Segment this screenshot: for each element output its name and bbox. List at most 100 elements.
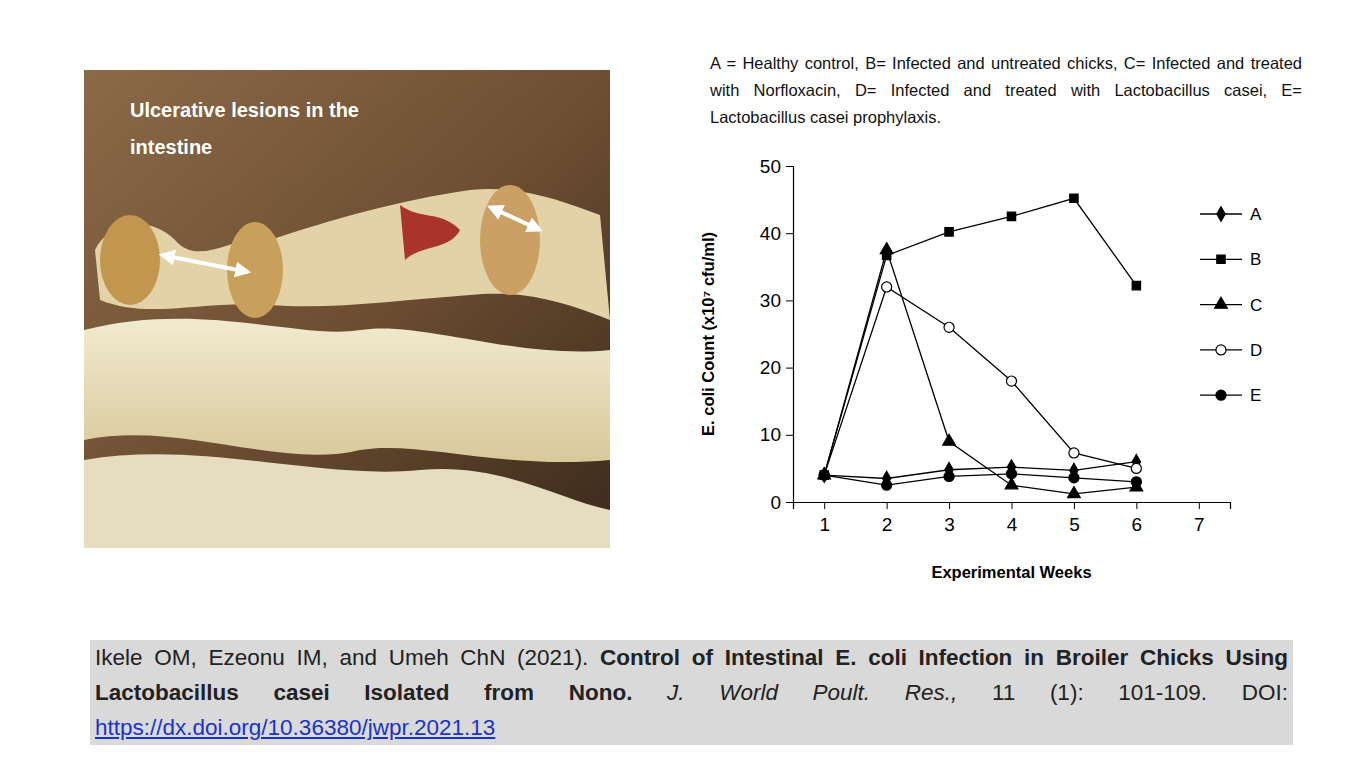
legend-item: D: [1200, 341, 1262, 360]
photo: [84, 70, 610, 548]
series-marker: [1068, 487, 1081, 498]
y-tick-label: 30: [760, 290, 781, 311]
photo-lesion: [400, 205, 460, 260]
legend-label: C: [1250, 296, 1262, 315]
legend-label: D: [1250, 341, 1262, 360]
stage: 0 10 20 30 40 50 1 2 3 4 5 6 7 Experimental Weeks E. c…: [0, 0, 1365, 767]
x-tick: 2: [882, 502, 893, 535]
series-line: [824, 250, 1136, 494]
x-tick-mark: [1012, 502, 1013, 509]
x-tick-label: 1: [819, 514, 830, 535]
series-marker: [819, 470, 829, 480]
legend: A B C D E: [1200, 205, 1262, 405]
photo-arrow: [490, 207, 540, 230]
x-tick-mark: [1199, 502, 1200, 509]
x-tick-label: 6: [1132, 514, 1143, 535]
chart-subtitle: A = Healthy control, B= Infected and unt…: [710, 50, 1302, 131]
legend-label: B: [1250, 250, 1261, 269]
series-marker: [1131, 463, 1141, 473]
x-tick-mark: [949, 502, 950, 509]
chart: 0 10 20 30 40 50 1 2 3 4 5 6 7 Experimental Weeks E. c…: [699, 156, 1262, 581]
y-tick-label: 20: [760, 357, 781, 378]
y-tick-label: 10: [760, 424, 781, 445]
citation-doi-label: DOI:: [1242, 680, 1288, 705]
series-marker: [1069, 448, 1079, 458]
citation-journal: J. World Poult. Res.,: [667, 680, 957, 705]
y-tick-mark: [786, 368, 793, 369]
x-tick: 3: [944, 502, 955, 535]
x-tick: 5: [1069, 502, 1080, 535]
photo-intestine: [84, 319, 610, 462]
x-tick-mark: [824, 502, 825, 509]
series-marker: [819, 470, 829, 480]
legend-item: C: [1200, 296, 1262, 315]
x-axis-title: Experimental Weeks: [931, 563, 1091, 581]
photo-background: [84, 70, 610, 548]
y-tick: 20: [760, 357, 793, 378]
y-tick-mark: [786, 435, 793, 436]
series-line: [824, 462, 1136, 479]
series-marker: [943, 434, 956, 445]
y-tick: 50: [760, 156, 793, 177]
series-group: [818, 194, 1143, 498]
x-tick: 7: [1194, 502, 1205, 535]
y-tick-label: 50: [760, 156, 781, 177]
y-axis-title: E. coli Count (x10⁷ cfu/ml): [699, 232, 717, 436]
series-line: [824, 474, 1136, 485]
series-line: [824, 198, 1136, 475]
y-tick-mark: [786, 502, 793, 503]
legend-label: A: [1250, 205, 1262, 224]
y-tick: 30: [760, 290, 793, 311]
x-axis: 1 2 3 4 5 6 7: [794, 502, 1231, 535]
series-marker: [820, 471, 828, 479]
series-marker: [1069, 473, 1079, 483]
legend-marker: [1216, 345, 1226, 355]
series-marker: [944, 471, 954, 481]
x-tick-label: 4: [1007, 514, 1018, 535]
series-marker: [1006, 469, 1016, 479]
series-marker: [944, 322, 954, 332]
legend-marker: [1216, 390, 1226, 400]
series-marker: [820, 468, 828, 482]
legend-item: A: [1200, 205, 1262, 224]
y-tick-mark: [786, 166, 793, 167]
x-tick-label: 5: [1069, 514, 1080, 535]
legend-label: E: [1250, 386, 1261, 405]
series-marker: [1007, 212, 1015, 220]
series-marker: [1131, 477, 1141, 487]
series-marker: [1132, 281, 1140, 289]
legend-item: B: [1200, 250, 1261, 269]
x-axis-line: [794, 503, 1231, 510]
legend-marker: [1217, 255, 1225, 263]
x-tick-label: 3: [944, 514, 955, 535]
x-tick-label: 2: [882, 514, 893, 535]
legend-marker: [1215, 297, 1228, 308]
photo-arrow: [162, 255, 248, 272]
x-tick-mark: [1074, 502, 1075, 509]
series-marker: [882, 282, 892, 292]
series-marker: [882, 480, 892, 490]
citation-doi[interactable]: https://dx.doi.org/10.36380/jwpr.2021.13: [95, 715, 495, 740]
citation: Ikele OM, Ezeonu IM, and Umeh ChN (2021)…: [90, 640, 1293, 745]
series-marker: [880, 243, 893, 254]
x-tick: 4: [1007, 502, 1018, 535]
y-tick-label: 40: [760, 223, 781, 244]
x-tick-mark: [1136, 502, 1137, 509]
photo-intestine: [84, 454, 610, 548]
legend-marker: [1217, 207, 1225, 221]
legend-item: E: [1200, 386, 1261, 405]
citation-volume: 11 (1): 101-109.: [992, 680, 1207, 705]
y-axis: 0 10 20 30 40 50: [760, 156, 794, 513]
y-tick-mark: [786, 233, 793, 234]
series-marker: [1006, 376, 1016, 386]
x-tick-label: 7: [1194, 514, 1205, 535]
photo-lesion: [480, 185, 540, 295]
y-axis-line: [786, 167, 794, 503]
series-marker: [945, 228, 953, 236]
y-tick-label: 0: [770, 492, 781, 513]
photo-lesion: [100, 215, 160, 305]
y-tick: 10: [760, 424, 793, 445]
x-tick: 6: [1132, 502, 1143, 535]
citation-authors: Ikele OM, Ezeonu IM, and Umeh ChN (2021)…: [95, 645, 588, 670]
series-marker: [1070, 194, 1078, 202]
